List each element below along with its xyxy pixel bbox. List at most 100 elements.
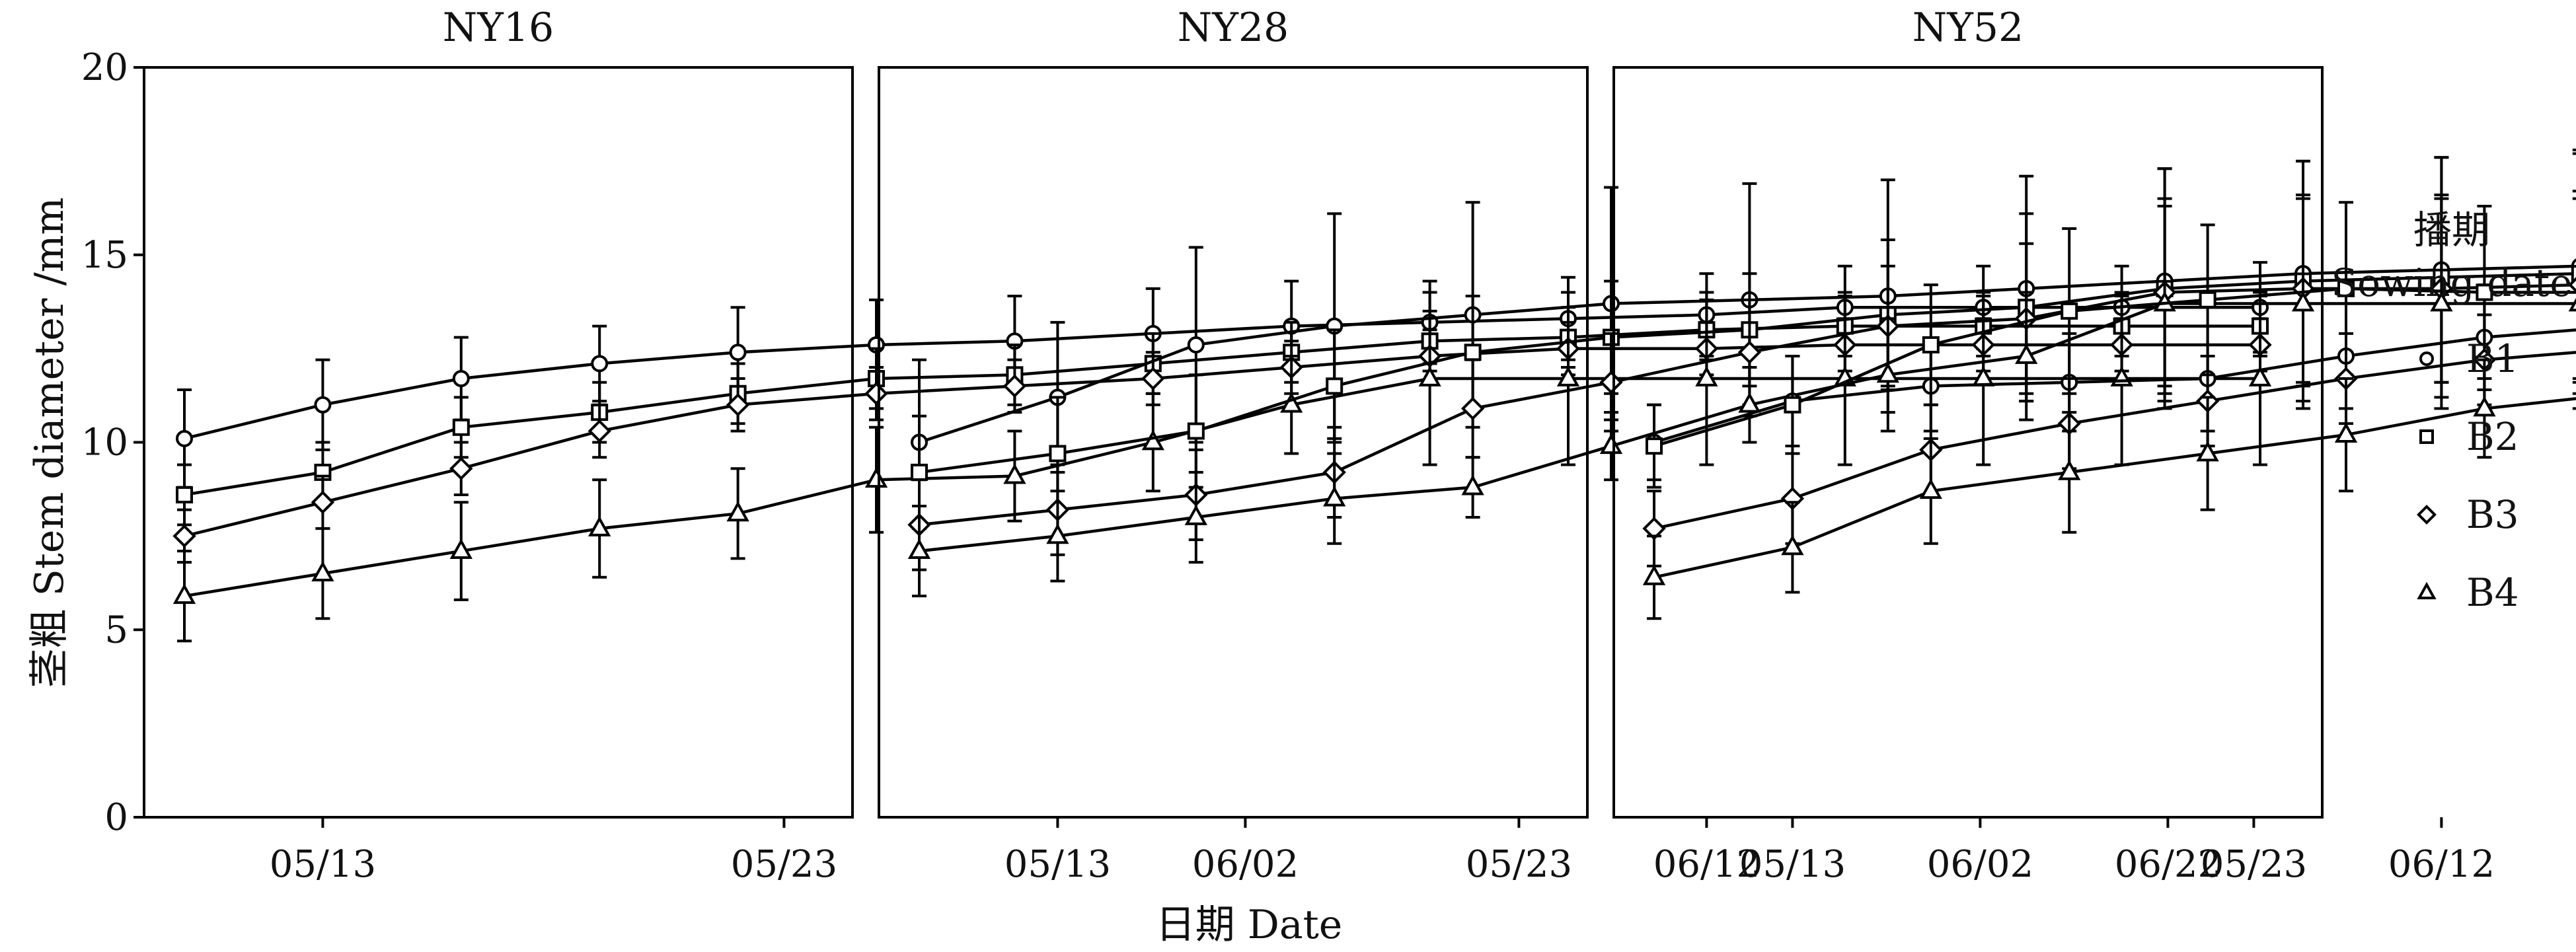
data-point	[1323, 486, 1346, 507]
x-tick-label: 05/23	[731, 843, 837, 886]
data-point	[2571, 265, 2576, 283]
data-point	[2061, 302, 2078, 320]
data-point	[588, 516, 611, 536]
legend-marker	[2417, 505, 2437, 525]
series-line	[919, 272, 2576, 474]
data-point	[1876, 362, 1899, 383]
data-point	[449, 538, 473, 559]
data-point	[2291, 291, 2315, 312]
x-tick-label: 06/12	[2388, 843, 2495, 886]
legend-title-line-1: 播期	[2413, 207, 2490, 252]
x-tick-label: 05/23	[2201, 843, 2307, 886]
series-line	[1653, 397, 2576, 579]
series-line	[1653, 351, 2576, 531]
legend-label: B1	[2466, 336, 2519, 381]
legend-item-b2: B2	[2419, 414, 2519, 459]
data-point	[452, 370, 470, 388]
data-point	[311, 490, 335, 514]
data-point	[2248, 366, 2272, 386]
data-point	[1737, 340, 1762, 364]
data-point	[1184, 505, 1207, 525]
data-point	[2568, 297, 2576, 312]
data-point	[2058, 459, 2081, 480]
data-point	[1646, 437, 1663, 455]
data-point	[1738, 392, 1761, 413]
data-point	[176, 486, 193, 503]
data-point	[1046, 523, 1069, 544]
y-tick-label: 0	[104, 796, 128, 839]
x-tick-label: 06/02	[1192, 843, 1299, 886]
panel-title: NY52	[1913, 5, 2024, 51]
data-point	[726, 393, 750, 417]
panel-frame	[1612, 66, 2324, 819]
data-point	[1460, 396, 1485, 421]
panel-title: NY28	[1178, 5, 1289, 51]
legend-marker	[2419, 351, 2434, 366]
legend-marker	[2419, 429, 2434, 444]
data-point	[591, 355, 609, 373]
series-b1	[176, 261, 2269, 489]
data-point	[1461, 474, 1484, 495]
data-point	[1187, 336, 1205, 353]
data-point	[1326, 377, 1344, 395]
data-point	[1141, 429, 1164, 451]
series-line	[184, 343, 2260, 538]
panel-frame	[143, 66, 854, 819]
data-point	[2334, 422, 2358, 443]
series-line	[919, 264, 2576, 444]
panel-ny16: NY16 05/13 05/23 06/02 06/12 06/22 0 5 10 15 20	[81, 5, 2272, 886]
legend-label: B3	[2466, 492, 2519, 537]
legend-item-b4: B4	[2417, 570, 2519, 615]
panel-frame	[878, 66, 1589, 819]
x-tick-label: 05/13	[270, 843, 376, 886]
data-point	[1418, 366, 1441, 386]
data-point	[311, 561, 334, 582]
data-point	[452, 418, 470, 436]
legend-items: B1 B2 B3 B4	[2417, 336, 2519, 615]
data-point	[907, 538, 931, 559]
data-point	[1599, 371, 1623, 394]
panels-layer: NY16 05/13 05/23 06/02 06/12 06/22 0 5 10 15 20 NY2…	[81, 5, 2576, 886]
series-line	[1653, 328, 2576, 444]
data-point	[1049, 445, 1067, 462]
data-point	[1556, 366, 1580, 386]
x-axis-title: 日期 Date	[1156, 902, 1343, 948]
series-b2	[911, 152, 2576, 531]
series-b1	[1646, 283, 2576, 482]
legend-label: B2	[2466, 414, 2519, 459]
data-point	[1280, 392, 1303, 413]
data-point	[2199, 291, 2216, 309]
legend-item-b3: B3	[2417, 492, 2519, 537]
data-point	[1922, 336, 1940, 353]
x-tick-label: 06/02	[1927, 843, 2033, 886]
data-point	[2430, 291, 2453, 312]
data-point	[587, 419, 611, 443]
y-tick-label: 15	[81, 234, 128, 277]
data-point	[2476, 283, 2493, 301]
series-line	[1653, 287, 2576, 448]
data-point	[2015, 344, 2038, 364]
data-point	[314, 396, 332, 414]
data-point	[449, 457, 473, 480]
data-point	[1003, 374, 1027, 398]
data-point	[729, 344, 747, 361]
data-point	[172, 583, 196, 604]
panel-title: NY16	[443, 5, 554, 51]
data-point	[2337, 279, 2355, 297]
data-point	[1003, 463, 1026, 484]
data-point	[864, 467, 888, 488]
data-point	[2473, 396, 2496, 417]
legend-marker	[2417, 581, 2437, 600]
data-point	[726, 501, 749, 522]
x-tick-label: 05/23	[1466, 843, 1572, 886]
panel-ny28: NY28 05/13 05/23 06/02 06/12 06/22	[878, 5, 2576, 886]
data-point	[1642, 564, 1666, 585]
series-line	[184, 305, 2260, 441]
x-tick-label: 05/13	[1739, 843, 1846, 886]
data-point	[2568, 277, 2576, 293]
data-point	[1781, 534, 1804, 556]
data-point	[1695, 366, 1718, 386]
data-point	[1464, 344, 1482, 361]
x-tick-label: 06/22	[2115, 843, 2221, 886]
data-point	[1141, 367, 1165, 390]
